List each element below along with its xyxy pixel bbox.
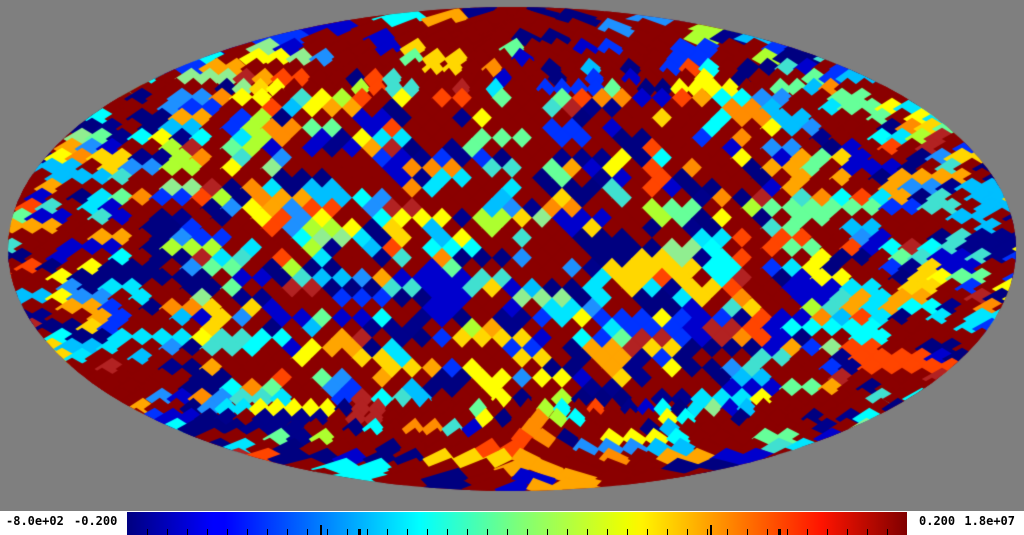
mollweide-map-canvas (0, 0, 1024, 511)
colorbar-tick (687, 529, 688, 535)
colorbar-range-min-label: -0.200 (74, 514, 118, 528)
colorbar-tick (767, 529, 768, 535)
colorbar-tick (358, 529, 361, 535)
colorbar-tick (347, 529, 348, 535)
colorbar-tick (847, 529, 848, 535)
colorbar-tick (387, 529, 388, 535)
colorbar-data-min-label: -8.0e+02 (6, 514, 64, 528)
colorbar-range-max-label: 0.200 (919, 514, 956, 528)
colorbar-tick (487, 529, 488, 535)
colorbar-tick (627, 529, 628, 535)
colorbar-tick (667, 529, 668, 535)
colorbar-tick (787, 529, 788, 535)
colorbar-tick (867, 529, 868, 535)
colorbar-tick (747, 529, 748, 535)
colorbar-tick (367, 529, 368, 535)
colorbar-tick (587, 529, 588, 535)
colorbar-tick (207, 529, 208, 535)
colorbar-tick (647, 529, 648, 535)
colorbar-tick (887, 529, 888, 535)
colorbar-tick (327, 529, 328, 535)
colorbar-tick (827, 529, 828, 535)
colorbar-tick (320, 525, 322, 535)
colorbar-tick (778, 529, 781, 535)
colorbar-tick (267, 529, 268, 535)
colorbar-tick (467, 529, 468, 535)
colorbar-tick (447, 529, 448, 535)
colorbar-tick (167, 529, 168, 535)
colorbar-tick (707, 529, 708, 535)
colorbar-tick (147, 529, 148, 535)
colorbar-tick (567, 529, 568, 535)
colorbar-tick (807, 529, 808, 535)
colorbar-tick (247, 529, 248, 535)
colorbar-tick (287, 529, 288, 535)
colorbar-tick (710, 525, 712, 535)
colorbar-tick (187, 529, 188, 535)
colorbar-tick (307, 529, 308, 535)
colorbar-gradient (127, 512, 907, 535)
colorbar-data-max-label: 1.8e+07 (964, 514, 1015, 528)
colorbar-tick (407, 529, 408, 535)
colorbar-tick (227, 529, 228, 535)
colorbar-tick (607, 529, 608, 535)
colorbar-tick (547, 529, 548, 535)
colorbar-strip: -8.0e+02 -0.200 0.200 1.8e+07 (0, 511, 1024, 535)
colorbar-tick (527, 529, 528, 535)
colorbar-tick (427, 529, 428, 535)
colorbar-tick (507, 529, 508, 535)
colorbar-tick (727, 529, 728, 535)
